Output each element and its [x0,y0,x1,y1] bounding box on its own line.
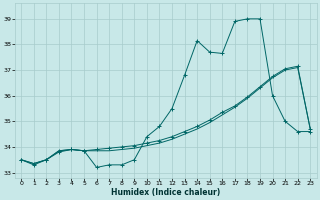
X-axis label: Humidex (Indice chaleur): Humidex (Indice chaleur) [111,188,220,197]
